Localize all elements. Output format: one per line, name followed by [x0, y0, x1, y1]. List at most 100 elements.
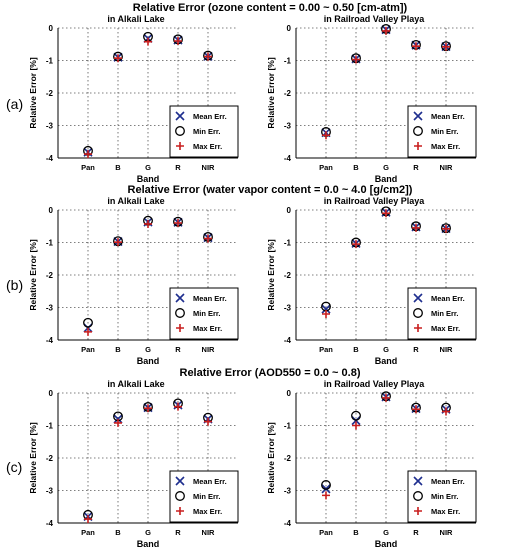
legend-max-label: Max Err.: [193, 142, 222, 151]
y-tick-label: -1: [46, 422, 54, 431]
x-tick-label: NIR: [202, 163, 216, 172]
data-point-max-err: [442, 42, 450, 51]
data-point-max-err: [84, 327, 92, 336]
data-point-min-err: [83, 317, 93, 328]
data-point-max-err: [114, 238, 122, 247]
y-tick-label: -2: [284, 454, 292, 463]
x-tick-label: Pan: [81, 528, 95, 537]
x-tick-label: Pan: [319, 528, 333, 537]
legend-min-icon: [175, 126, 185, 136]
x-tick-label: R: [413, 528, 419, 537]
data-point-min-err: [321, 480, 331, 490]
y-tick-label: -3: [46, 122, 54, 131]
data-point-max-err: [322, 310, 330, 318]
y-tick-label: -4: [46, 519, 54, 528]
legend-max-icon: [414, 507, 422, 515]
legend-mean-icon: [413, 111, 423, 121]
y-tick-label: -2: [46, 89, 54, 98]
data-point-max-err: [174, 402, 182, 411]
data-point-min-err: [351, 410, 361, 421]
legend-max-icon: [414, 324, 422, 332]
data-point-max-err: [204, 234, 212, 243]
legend: Mean Err. Min Err. Max Err.: [169, 105, 239, 158]
x-axis-label: Band: [375, 174, 398, 184]
x-tick-label: Pan: [319, 345, 333, 354]
y-tick-label: -3: [46, 487, 54, 496]
data-point-max-err: [352, 240, 360, 249]
row-label: (a): [6, 96, 23, 112]
legend-min-icon: [175, 491, 185, 501]
legend: Mean Err. Min Err. Max Err.: [407, 470, 477, 523]
panel-subtitle: in Alkali Lake: [107, 14, 164, 24]
y-tick-label: 0: [49, 206, 54, 215]
legend-mean-icon: [175, 111, 185, 121]
legend-mean-label: Mean Err.: [193, 112, 227, 121]
legend-min-icon: [413, 491, 423, 501]
x-axis-label: Band: [137, 174, 160, 184]
x-axis-label: Band: [137, 539, 160, 549]
y-tick-label: 0: [287, 24, 292, 33]
chart-panel: in Railroad Valley Playa Pan B G R NIR -4 -3 -2 -…: [266, 379, 477, 549]
y-tick-label: -3: [284, 122, 292, 131]
legend-mean-label: Mean Err.: [431, 477, 465, 486]
x-tick-label: G: [383, 163, 389, 172]
data-point-mean-err: [321, 304, 331, 314]
data-point-max-err: [204, 52, 212, 61]
x-tick-label: NIR: [202, 528, 216, 537]
x-tick-label: R: [175, 163, 181, 172]
y-tick-label: -1: [46, 239, 54, 248]
x-tick-label: B: [115, 345, 121, 354]
data-point-max-err: [114, 418, 122, 427]
panel-subtitle: in Railroad Valley Playa: [324, 379, 426, 389]
x-axis-label: Band: [375, 356, 398, 366]
legend: Mean Err. Min Err. Max Err.: [407, 287, 477, 340]
y-tick-label: -4: [284, 154, 292, 163]
x-tick-label: G: [383, 345, 389, 354]
x-tick-label: B: [353, 528, 359, 537]
data-point-max-err: [322, 491, 330, 500]
x-axis-label: Band: [137, 356, 160, 366]
data-point-max-err: [382, 393, 390, 402]
y-axis-label: Relative Error [%]: [266, 422, 276, 493]
y-tick-label: -4: [46, 154, 54, 163]
data-point-max-err: [352, 55, 360, 64]
data-point-max-err: [174, 219, 182, 227]
data-point-max-err: [144, 37, 152, 46]
y-tick-label: -4: [46, 336, 54, 345]
x-tick-label: R: [413, 163, 419, 172]
y-axis-label: Relative Error [%]: [28, 422, 38, 493]
data-point-max-err: [442, 224, 450, 233]
y-tick-label: -1: [284, 57, 292, 66]
data-point-max-err: [412, 42, 420, 51]
x-tick-label: NIR: [440, 528, 454, 537]
row-c-title: Relative Error (AOD550 = 0.0 ~ 0.8): [180, 367, 361, 379]
data-point-max-err: [144, 219, 152, 228]
panel-subtitle: in Railroad Valley Playa: [324, 14, 426, 24]
x-tick-label: B: [115, 163, 121, 172]
legend-min-label: Min Err.: [193, 309, 221, 318]
legend-max-label: Max Err.: [431, 142, 460, 151]
legend-max-icon: [176, 507, 184, 515]
row-c-label: (c): [6, 459, 22, 475]
y-axis-label: Relative Error [%]: [28, 57, 38, 128]
panel-row-title: Relative Error (ozone content = 0.00 ~ 0…: [133, 2, 408, 14]
y-tick-label: -3: [284, 304, 292, 313]
chart-panel: in Railroad Valley Playa Pan B G R NIR -4 -3 -2 -…: [266, 196, 477, 366]
legend-box: [169, 470, 239, 523]
x-tick-label: Pan: [81, 163, 95, 172]
legend-mean-label: Mean Err.: [431, 112, 465, 121]
row-b-title: Relative Error (water vapor content = 0.…: [128, 184, 413, 196]
legend-mean-icon: [175, 476, 185, 486]
y-tick-label: 0: [49, 389, 54, 398]
panel-subtitle: in Railroad Valley Playa: [324, 196, 426, 206]
legend-min-label: Min Err.: [431, 127, 459, 136]
data-point-max-err: [382, 26, 390, 35]
legend-min-label: Min Err.: [431, 492, 459, 501]
y-axis-label: Relative Error [%]: [266, 239, 276, 310]
x-tick-label: Pan: [319, 163, 333, 172]
x-tick-label: Pan: [81, 345, 95, 354]
legend-max-label: Max Err.: [431, 507, 460, 516]
legend-max-label: Max Err.: [193, 324, 222, 333]
